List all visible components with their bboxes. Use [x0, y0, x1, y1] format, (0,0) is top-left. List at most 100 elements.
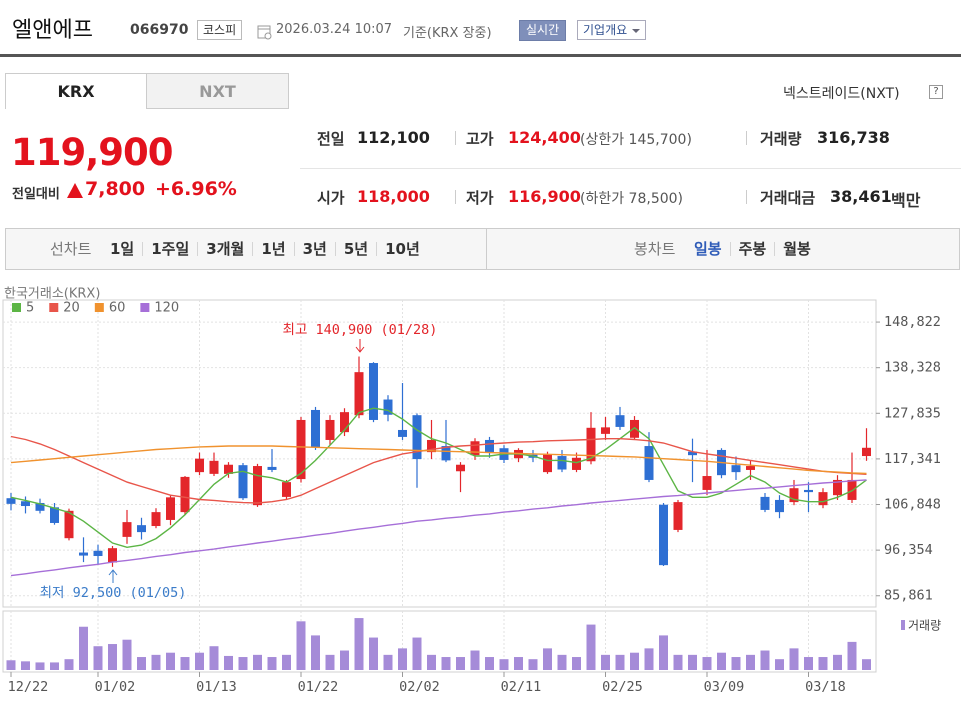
realtime-button[interactable]: 실시간: [519, 20, 567, 41]
dropdown-arrow: [632, 29, 641, 33]
market-badge: 코스피: [197, 20, 243, 40]
legend-label: 60: [109, 301, 126, 316]
summary-label: 고가: [466, 130, 494, 148]
help-icon[interactable]: ?: [929, 85, 943, 99]
volume-bar: [659, 635, 668, 670]
period-option[interactable]: 5년: [334, 242, 376, 257]
period-option[interactable]: 1주일: [142, 242, 197, 257]
volume-bar: [717, 652, 726, 670]
ma-line: [10, 479, 867, 577]
volume-bar: [296, 621, 306, 670]
candle-body: [151, 512, 161, 527]
calendar-icon: [257, 25, 272, 40]
candle-body: [209, 460, 219, 474]
volume-bar: [50, 662, 59, 670]
volume-bar: [630, 652, 639, 670]
summary-value: 112,100: [357, 128, 430, 147]
volume-bar: [340, 650, 349, 670]
basis: 기준(KRX 장중): [403, 26, 492, 41]
candle-body: [789, 488, 799, 503]
candle-body: [673, 502, 683, 530]
candle-option[interactable]: 월봉: [774, 242, 819, 257]
volume-bar: [746, 654, 755, 670]
summary-label: 거래량: [760, 130, 802, 148]
current-price: 119,900: [11, 131, 174, 174]
volume-bar: [64, 659, 74, 670]
volume-bar: [499, 659, 509, 670]
volume-bar: [311, 635, 320, 670]
volume-bar: [543, 648, 552, 670]
candle-body: [137, 525, 146, 533]
volume-bar: [601, 654, 610, 670]
candle-option[interactable]: 일봉: [694, 240, 722, 258]
volume-bar: [253, 654, 262, 670]
candle-body: [122, 522, 132, 537]
volume-legend: 거래량: [908, 619, 941, 633]
low-arrow: [108, 569, 118, 583]
period-option[interactable]: 1년: [252, 242, 293, 257]
separator: [455, 131, 456, 145]
volume-bar: [325, 654, 335, 670]
volume-bar: [470, 650, 480, 670]
candle-body: [485, 439, 494, 453]
x-tick-label: 02/02: [399, 679, 440, 695]
change-rate: +6.96%: [155, 178, 237, 200]
volume-bar: [427, 654, 436, 670]
candle-body: [21, 501, 30, 507]
datetime: 2026.03.24 10:07: [276, 22, 393, 37]
candle-body: [731, 465, 741, 473]
candle-body: [702, 476, 712, 490]
tab-krx[interactable]: KRX: [5, 73, 147, 109]
divider: [486, 229, 487, 269]
summary-label: 시가: [317, 189, 345, 207]
legend-swatch: [140, 303, 150, 312]
summary-value: 38,461: [830, 187, 892, 206]
volume-bar: [195, 652, 204, 670]
volume-bar: [412, 637, 422, 670]
separator: [455, 190, 456, 204]
summary-value: 316,738: [817, 128, 890, 147]
volume-bar: [572, 657, 581, 670]
legend-swatch: [49, 303, 59, 312]
low-annotation: 최저 92,500 (01/05): [40, 585, 187, 601]
candle-body: [79, 552, 88, 556]
tab-nxt[interactable]: NXT: [146, 73, 289, 109]
legend-swatch: [94, 303, 104, 312]
high-arrow: [355, 339, 365, 353]
candle-body: [93, 550, 103, 557]
summary-label: 거래대금: [760, 189, 816, 207]
candle-option[interactable]: 주봉: [729, 242, 775, 257]
period-option[interactable]: 10년: [376, 242, 428, 257]
candle-body: [427, 439, 436, 453]
volume-bar: [6, 660, 16, 670]
overview-button[interactable]: 기업개요: [577, 20, 647, 40]
legend-label: 5: [26, 301, 34, 316]
candle-body: [586, 427, 596, 462]
volume-bar: [818, 657, 828, 670]
nxt-link[interactable]: 넥스트레이드(NXT): [783, 86, 900, 102]
high-annotation: 최고 140,900 (01/28): [283, 322, 438, 338]
volume-bar: [775, 659, 784, 670]
period-option[interactable]: 3개월: [197, 242, 252, 257]
candles: [6, 356, 871, 567]
candle-body: [804, 489, 813, 493]
candle-body: [833, 479, 842, 496]
volume-bar: [166, 652, 175, 670]
stock-name: 엘앤에프: [12, 18, 93, 43]
candle-body: [383, 399, 393, 415]
x-tick-label: 01/22: [298, 679, 339, 695]
y-tick-label: 138,328: [884, 360, 941, 376]
period-option[interactable]: 3년: [293, 242, 335, 257]
candle-body: [760, 496, 770, 510]
y-tick-label: 106,848: [884, 497, 941, 513]
separator: [746, 190, 747, 204]
candle-body: [862, 447, 871, 457]
summary-value: 116,900: [508, 187, 581, 206]
period-option[interactable]: 1일: [110, 240, 135, 258]
candle-body: [195, 458, 204, 473]
x-tick-label: 02/11: [501, 679, 542, 695]
volume-bar: [35, 662, 45, 670]
candle-body: [311, 409, 320, 448]
